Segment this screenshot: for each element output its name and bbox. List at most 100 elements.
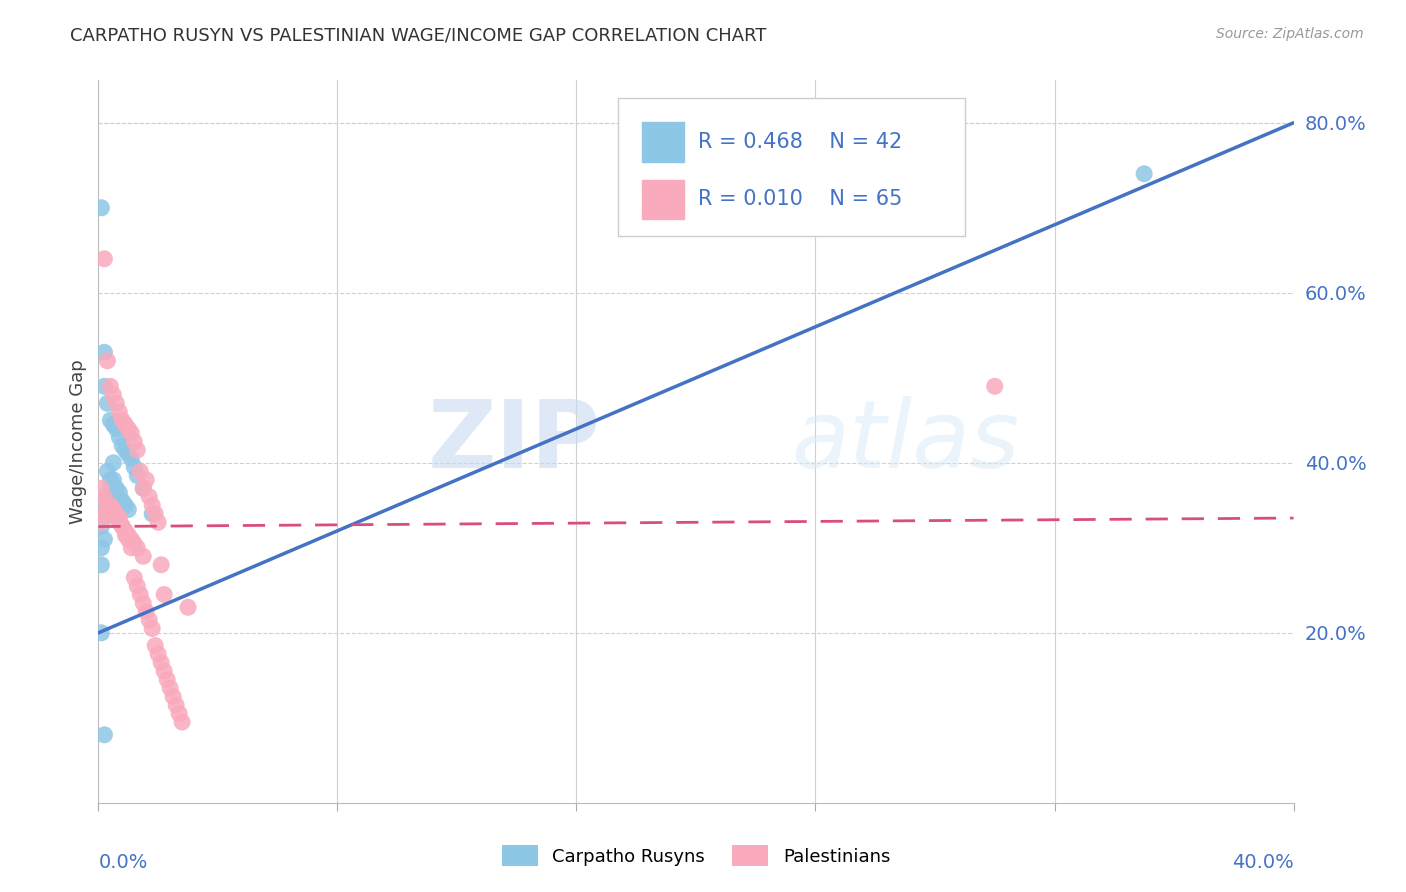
Point — [114, 417, 136, 432]
Point — [90, 625, 112, 640]
Point — [153, 588, 176, 602]
Point — [124, 434, 146, 449]
Text: 0.0%: 0.0% — [98, 854, 148, 872]
Point — [132, 549, 155, 564]
Point — [105, 507, 128, 521]
Point — [120, 541, 142, 555]
Point — [117, 447, 139, 461]
Point — [135, 605, 157, 619]
Point — [1133, 167, 1156, 181]
Point — [177, 600, 200, 615]
Point — [105, 507, 128, 521]
Point — [120, 425, 142, 440]
Point — [96, 507, 118, 521]
Point — [162, 690, 184, 704]
Point — [96, 498, 118, 512]
Point — [132, 481, 155, 495]
Point — [98, 379, 122, 393]
Point — [108, 430, 131, 444]
Point — [117, 422, 139, 436]
Point — [90, 516, 112, 530]
Point — [172, 714, 194, 729]
Point — [98, 481, 122, 495]
Point — [124, 536, 146, 550]
Y-axis label: Wage/Income Gap: Wage/Income Gap — [69, 359, 87, 524]
Point — [111, 494, 134, 508]
Point — [117, 502, 139, 516]
Point — [129, 464, 152, 478]
Point — [141, 622, 163, 636]
Point — [96, 396, 118, 410]
Point — [98, 413, 122, 427]
Point — [111, 439, 134, 453]
Point — [98, 502, 122, 516]
Point — [124, 570, 146, 584]
Point — [114, 524, 136, 538]
Point — [984, 379, 1007, 393]
Point — [127, 443, 149, 458]
Point — [105, 396, 128, 410]
Point — [98, 473, 122, 487]
Point — [114, 528, 136, 542]
Point — [150, 558, 173, 572]
Point — [98, 507, 122, 521]
Text: CARPATHO RUSYN VS PALESTINIAN WAGE/INCOME GAP CORRELATION CHART: CARPATHO RUSYN VS PALESTINIAN WAGE/INCOM… — [70, 27, 766, 45]
Point — [96, 353, 118, 368]
Point — [111, 519, 134, 533]
Text: R = 0.468    N = 42: R = 0.468 N = 42 — [699, 132, 903, 152]
Point — [138, 613, 160, 627]
Point — [105, 422, 128, 436]
Point — [111, 519, 134, 533]
Point — [90, 541, 112, 555]
Point — [120, 533, 142, 547]
Point — [90, 516, 112, 530]
Point — [103, 507, 125, 521]
Point — [93, 252, 115, 266]
Point — [124, 460, 146, 475]
Point — [117, 533, 139, 547]
Point — [103, 388, 125, 402]
Point — [127, 541, 149, 555]
Point — [135, 473, 157, 487]
Point — [93, 490, 115, 504]
Point — [93, 533, 115, 547]
Point — [167, 706, 190, 721]
FancyBboxPatch shape — [619, 98, 965, 235]
Point — [93, 507, 115, 521]
Point — [103, 417, 125, 432]
Point — [90, 558, 112, 572]
Point — [111, 413, 134, 427]
Point — [103, 456, 125, 470]
Point — [141, 507, 163, 521]
Point — [93, 345, 115, 359]
Point — [141, 498, 163, 512]
Point — [103, 502, 125, 516]
Point — [148, 647, 170, 661]
Point — [93, 379, 115, 393]
Point — [90, 481, 112, 495]
Point — [156, 673, 179, 687]
Point — [127, 468, 149, 483]
Point — [165, 698, 187, 712]
Point — [90, 201, 112, 215]
Point — [105, 511, 128, 525]
Point — [108, 516, 131, 530]
Text: R = 0.010    N = 65: R = 0.010 N = 65 — [699, 189, 903, 210]
Point — [96, 507, 118, 521]
Point — [90, 519, 112, 533]
Point — [138, 490, 160, 504]
Point — [108, 405, 131, 419]
Point — [93, 502, 115, 516]
Point — [96, 464, 118, 478]
Text: atlas: atlas — [792, 396, 1019, 487]
Point — [117, 528, 139, 542]
Legend: Carpatho Rusyns, Palestinians: Carpatho Rusyns, Palestinians — [495, 838, 897, 873]
Point — [132, 596, 155, 610]
Point — [159, 681, 181, 695]
Point — [103, 502, 125, 516]
Point — [98, 507, 122, 521]
Text: 40.0%: 40.0% — [1232, 854, 1294, 872]
Point — [114, 443, 136, 458]
Point — [132, 481, 155, 495]
Point — [150, 656, 173, 670]
